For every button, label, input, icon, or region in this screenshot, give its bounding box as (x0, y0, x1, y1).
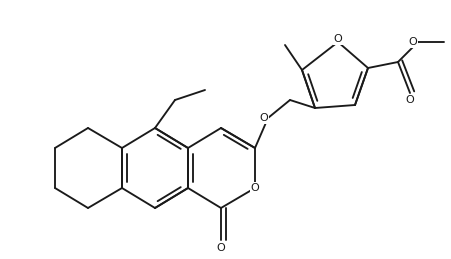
Text: O: O (260, 113, 268, 123)
Text: O: O (334, 34, 342, 44)
Text: O: O (405, 95, 414, 105)
Text: O: O (251, 183, 259, 193)
Text: O: O (409, 37, 417, 47)
Text: O: O (216, 243, 226, 253)
